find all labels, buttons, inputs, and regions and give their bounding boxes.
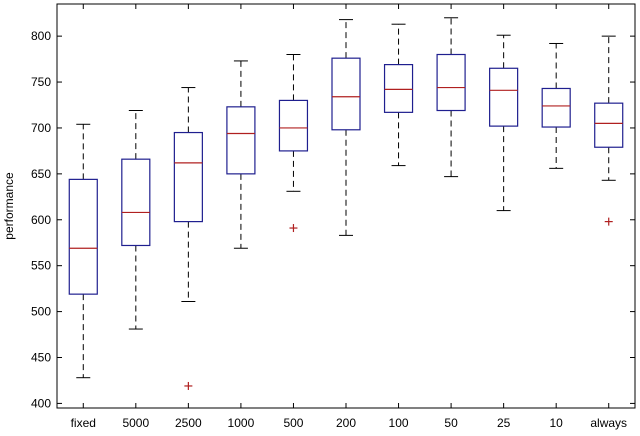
iqr-box [278, 99, 309, 152]
y-tick-label: 450 [31, 351, 51, 365]
iqr-box [594, 102, 624, 148]
box-always [594, 35, 624, 226]
box-500 [278, 54, 309, 233]
x-tick-label: fixed [71, 416, 96, 430]
iqr-box [541, 87, 571, 128]
x-tick-label: 500 [283, 416, 303, 430]
x-tick-label: 25 [497, 416, 511, 430]
x-tick-label: 200 [336, 416, 356, 430]
x-axis: fixed 5000 2500 1000 500 200 100 50 25 10 always [71, 4, 627, 430]
x-tick-label: 50 [444, 416, 458, 430]
y-tick-label: 750 [31, 75, 51, 89]
box-fixed [68, 123, 98, 379]
box-2500 [173, 87, 203, 390]
box-10 [541, 42, 571, 169]
y-tick-label: 500 [31, 305, 51, 319]
y-tick-label: 600 [31, 213, 51, 227]
box-200 [331, 19, 361, 236]
y-axis: 400 450 500 550 600 650 700 750 800 [31, 29, 635, 410]
outlier-point [289, 224, 298, 233]
outlier-point [184, 381, 193, 390]
box-1000 [226, 60, 256, 249]
x-tick-label: 2500 [175, 416, 202, 430]
y-axis-label: performance [2, 172, 16, 240]
x-tick-label: 100 [389, 416, 409, 430]
plot-frame [56, 3, 636, 409]
y-tick-label: 700 [31, 121, 51, 135]
iqr-box [68, 178, 98, 295]
iqr-box [331, 57, 361, 131]
box-100 [383, 23, 414, 167]
y-tick-label: 650 [31, 167, 51, 181]
y-tick-label: 550 [31, 259, 51, 273]
plot-marks [68, 17, 624, 390]
y-tick-label: 400 [31, 396, 51, 410]
iqr-box [121, 158, 151, 247]
box-50 [436, 17, 466, 178]
box-25 [489, 34, 519, 212]
iqr-box [383, 63, 414, 113]
x-tick-label: 1000 [228, 416, 255, 430]
box-5000 [121, 110, 151, 330]
x-tick-label: always [590, 416, 627, 430]
x-tick-label: 5000 [122, 416, 149, 430]
y-tick-label: 800 [31, 29, 51, 43]
iqr-box [489, 67, 519, 127]
outlier-point [604, 217, 613, 226]
iqr-box [173, 131, 203, 223]
iqr-box [226, 106, 256, 175]
iqr-box [436, 53, 466, 112]
x-tick-label: 10 [550, 416, 564, 430]
